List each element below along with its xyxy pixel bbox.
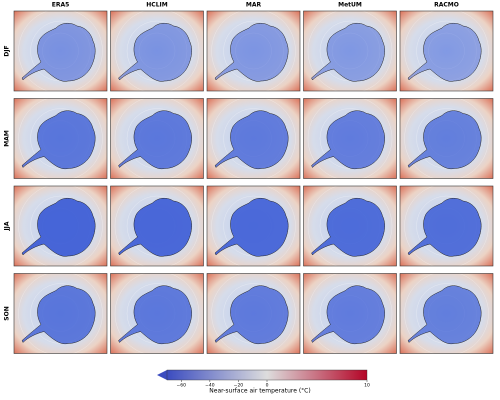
panel-frame [399, 273, 494, 354]
map-panel [206, 96, 301, 181]
map-panel [303, 96, 397, 181]
colorbar-extend [157, 370, 167, 380]
map-panel [13, 183, 108, 269]
map-panel [303, 271, 397, 356]
colorbar-tick-label: −60 [177, 383, 187, 389]
panel-frame [110, 273, 204, 354]
graticule [404, 96, 489, 181]
graticule [307, 8, 393, 94]
map-panel [110, 271, 204, 356]
map-panel [399, 8, 494, 94]
panel-frame [399, 10, 494, 92]
row-label: MAM [4, 130, 11, 147]
colorbar-tick-label: −40 [205, 383, 215, 389]
panel-frame [399, 98, 494, 179]
map-panel [206, 8, 301, 94]
map-panel [303, 183, 397, 269]
graticule [18, 271, 103, 356]
panel-frame [303, 10, 397, 92]
colorbar-tick-label: 10 [364, 383, 370, 389]
colorbar-label: Near-surface air temperature (°C) [209, 388, 310, 395]
graticule [114, 96, 200, 181]
graticule [404, 183, 489, 269]
panel-frame [206, 185, 301, 267]
colorbar-tick-label: 0 [266, 383, 269, 389]
colorbar [166, 369, 368, 381]
row-label: SON [4, 306, 11, 320]
graticule [307, 96, 393, 181]
row-label: JJA [4, 221, 11, 231]
panel-frame [206, 98, 301, 179]
panel-frame [110, 185, 204, 267]
map-panel [13, 96, 108, 181]
colorbar-tick-label: −20 [234, 383, 244, 389]
graticule [211, 96, 296, 181]
graticule [18, 8, 103, 94]
map-panel [110, 96, 204, 181]
panel-frame [303, 98, 397, 179]
map-panel [110, 183, 204, 269]
panel-frame [206, 273, 301, 354]
map-panel [13, 271, 108, 356]
column-header: MetUM [338, 2, 362, 9]
panel-frame [110, 98, 204, 179]
graticule [211, 8, 296, 94]
graticule [114, 183, 200, 269]
panel-frame [13, 10, 108, 92]
panel-frame [13, 273, 108, 354]
map-panel [110, 8, 204, 94]
map-panel [13, 8, 108, 94]
panel-frame [303, 185, 397, 267]
graticule [404, 271, 489, 356]
row-label: DJF [4, 45, 11, 56]
panel-frame [399, 185, 494, 267]
graticule [114, 8, 200, 94]
column-header: RACMO [434, 2, 459, 9]
map-panel [303, 8, 397, 94]
graticule [307, 271, 393, 356]
panel-frame [13, 98, 108, 179]
panel-frame [303, 273, 397, 354]
graticule [307, 183, 393, 269]
map-panel [206, 271, 301, 356]
graticule [211, 183, 296, 269]
map-panel [399, 96, 494, 181]
map-panel [399, 183, 494, 269]
map-panel [399, 271, 494, 356]
column-header: HCLIM [146, 2, 167, 9]
map-panel [206, 183, 301, 269]
graticule [211, 271, 296, 356]
graticule [404, 8, 489, 94]
graticule [18, 183, 103, 269]
graticule [114, 271, 200, 356]
column-header: ERA5 [52, 2, 70, 9]
graticule [18, 96, 103, 181]
panel-frame [206, 10, 301, 92]
panel-frame [13, 185, 108, 267]
panel-frame [110, 10, 204, 92]
column-header: MAR [246, 2, 262, 9]
